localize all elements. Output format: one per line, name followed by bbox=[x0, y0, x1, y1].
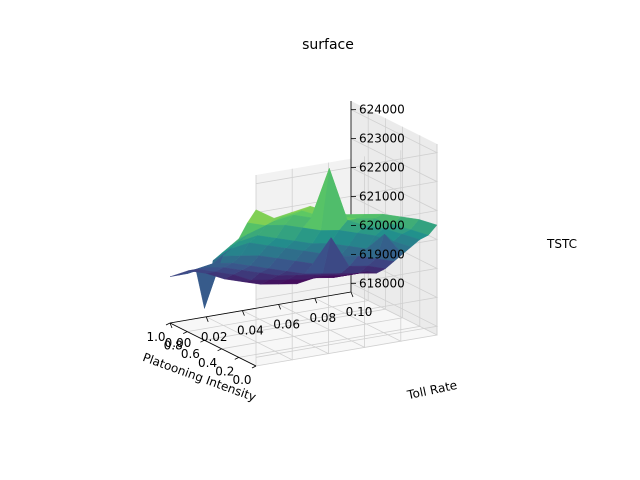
z-grid-line bbox=[255, 282, 439, 358]
y-tick-mark bbox=[169, 322, 173, 329]
z-tick-label: 618000 bbox=[359, 276, 405, 290]
surface-mesh bbox=[169, 167, 438, 310]
y-tick-mark bbox=[350, 291, 354, 298]
chart-title: surface bbox=[302, 37, 354, 53]
x-tick-label: 0.8 bbox=[164, 339, 183, 353]
x-tick-mark bbox=[165, 322, 171, 326]
x-tick-mark bbox=[200, 339, 205, 343]
x-tick-label: 0.2 bbox=[215, 364, 234, 378]
y-tick-mark bbox=[314, 298, 318, 304]
y-tick-label: 0.04 bbox=[237, 324, 264, 338]
x-tick-mark bbox=[217, 348, 222, 352]
x-tick-mark bbox=[251, 365, 257, 369]
z-tick-label: 624000 bbox=[359, 103, 405, 117]
z-grid-line bbox=[255, 138, 439, 213]
z-tick-label: 621000 bbox=[359, 190, 405, 204]
x-tick-mark bbox=[183, 331, 188, 334]
z-tick-label: 622000 bbox=[359, 161, 405, 175]
y-axis-line bbox=[169, 291, 352, 324]
floor-pane bbox=[170, 292, 437, 366]
y-grid-line bbox=[314, 150, 402, 342]
surface-patch bbox=[169, 269, 197, 277]
x-tick-label: 0.4 bbox=[198, 356, 217, 370]
y-tick-mark bbox=[242, 310, 245, 316]
x-tick-label: 1.0 bbox=[146, 330, 165, 344]
y-tick-label: 0.10 bbox=[346, 305, 373, 319]
y-tick-label: 0.00 bbox=[165, 336, 192, 350]
z-axis-label: TSTC bbox=[546, 237, 577, 251]
y-tick-label: 0.08 bbox=[309, 311, 336, 325]
z-grid-line bbox=[255, 109, 439, 185]
z-tick-label: 623000 bbox=[359, 132, 405, 146]
z-tick-label: 619000 bbox=[359, 247, 405, 261]
y-tick-mark bbox=[278, 304, 281, 310]
x-tick-label: 0.0 bbox=[232, 373, 251, 387]
y-tick-label: 0.02 bbox=[201, 330, 228, 344]
x-tick-label: 0.6 bbox=[181, 347, 200, 361]
x-axis-line bbox=[169, 322, 257, 367]
y-tick-mark bbox=[205, 316, 209, 322]
y-tick-label: 0.06 bbox=[273, 317, 300, 331]
x-tick-mark bbox=[234, 357, 239, 360]
tick-labels: 0.00.20.40.60.81.0 0.00 0.02 0.04 0.06 0.08 0.… bbox=[146, 103, 404, 387]
y-grid-line bbox=[350, 144, 438, 336]
z-tick-label: 620000 bbox=[359, 218, 405, 232]
